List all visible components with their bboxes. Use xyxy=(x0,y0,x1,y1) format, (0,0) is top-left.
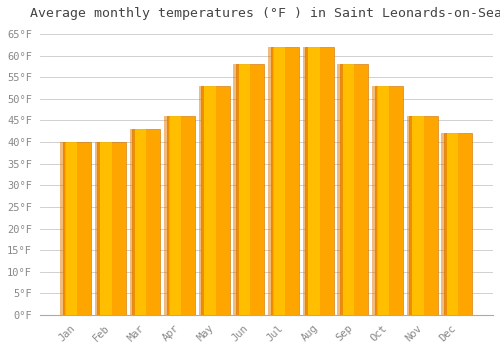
Bar xyxy=(199,86,204,315)
Bar xyxy=(60,142,66,315)
Bar xyxy=(239,64,250,315)
Bar xyxy=(407,116,412,315)
Bar xyxy=(236,64,264,315)
Bar xyxy=(100,142,112,315)
Bar xyxy=(374,86,403,315)
Bar xyxy=(444,133,472,315)
Bar xyxy=(98,142,126,315)
Bar xyxy=(164,116,170,315)
Bar xyxy=(372,86,378,315)
Bar xyxy=(132,129,160,315)
Bar xyxy=(442,133,446,315)
Bar xyxy=(270,47,299,315)
Bar xyxy=(378,86,389,315)
Title: Average monthly temperatures (°F ) in Saint Leonards-on-Sea: Average monthly temperatures (°F ) in Sa… xyxy=(30,7,500,20)
Bar xyxy=(303,47,308,315)
Bar xyxy=(130,129,134,315)
Bar xyxy=(308,47,320,315)
Bar xyxy=(202,86,230,315)
Bar xyxy=(306,47,334,315)
Bar xyxy=(268,47,274,315)
Bar xyxy=(274,47,285,315)
Bar xyxy=(234,64,238,315)
Bar xyxy=(340,64,368,315)
Bar xyxy=(204,86,216,315)
Bar xyxy=(412,116,424,315)
Bar xyxy=(135,129,146,315)
Bar xyxy=(343,64,354,315)
Bar xyxy=(166,116,195,315)
Bar xyxy=(66,142,77,315)
Bar xyxy=(447,133,458,315)
Bar xyxy=(170,116,181,315)
Bar xyxy=(338,64,342,315)
Bar xyxy=(410,116,438,315)
Bar xyxy=(63,142,91,315)
Bar xyxy=(95,142,100,315)
